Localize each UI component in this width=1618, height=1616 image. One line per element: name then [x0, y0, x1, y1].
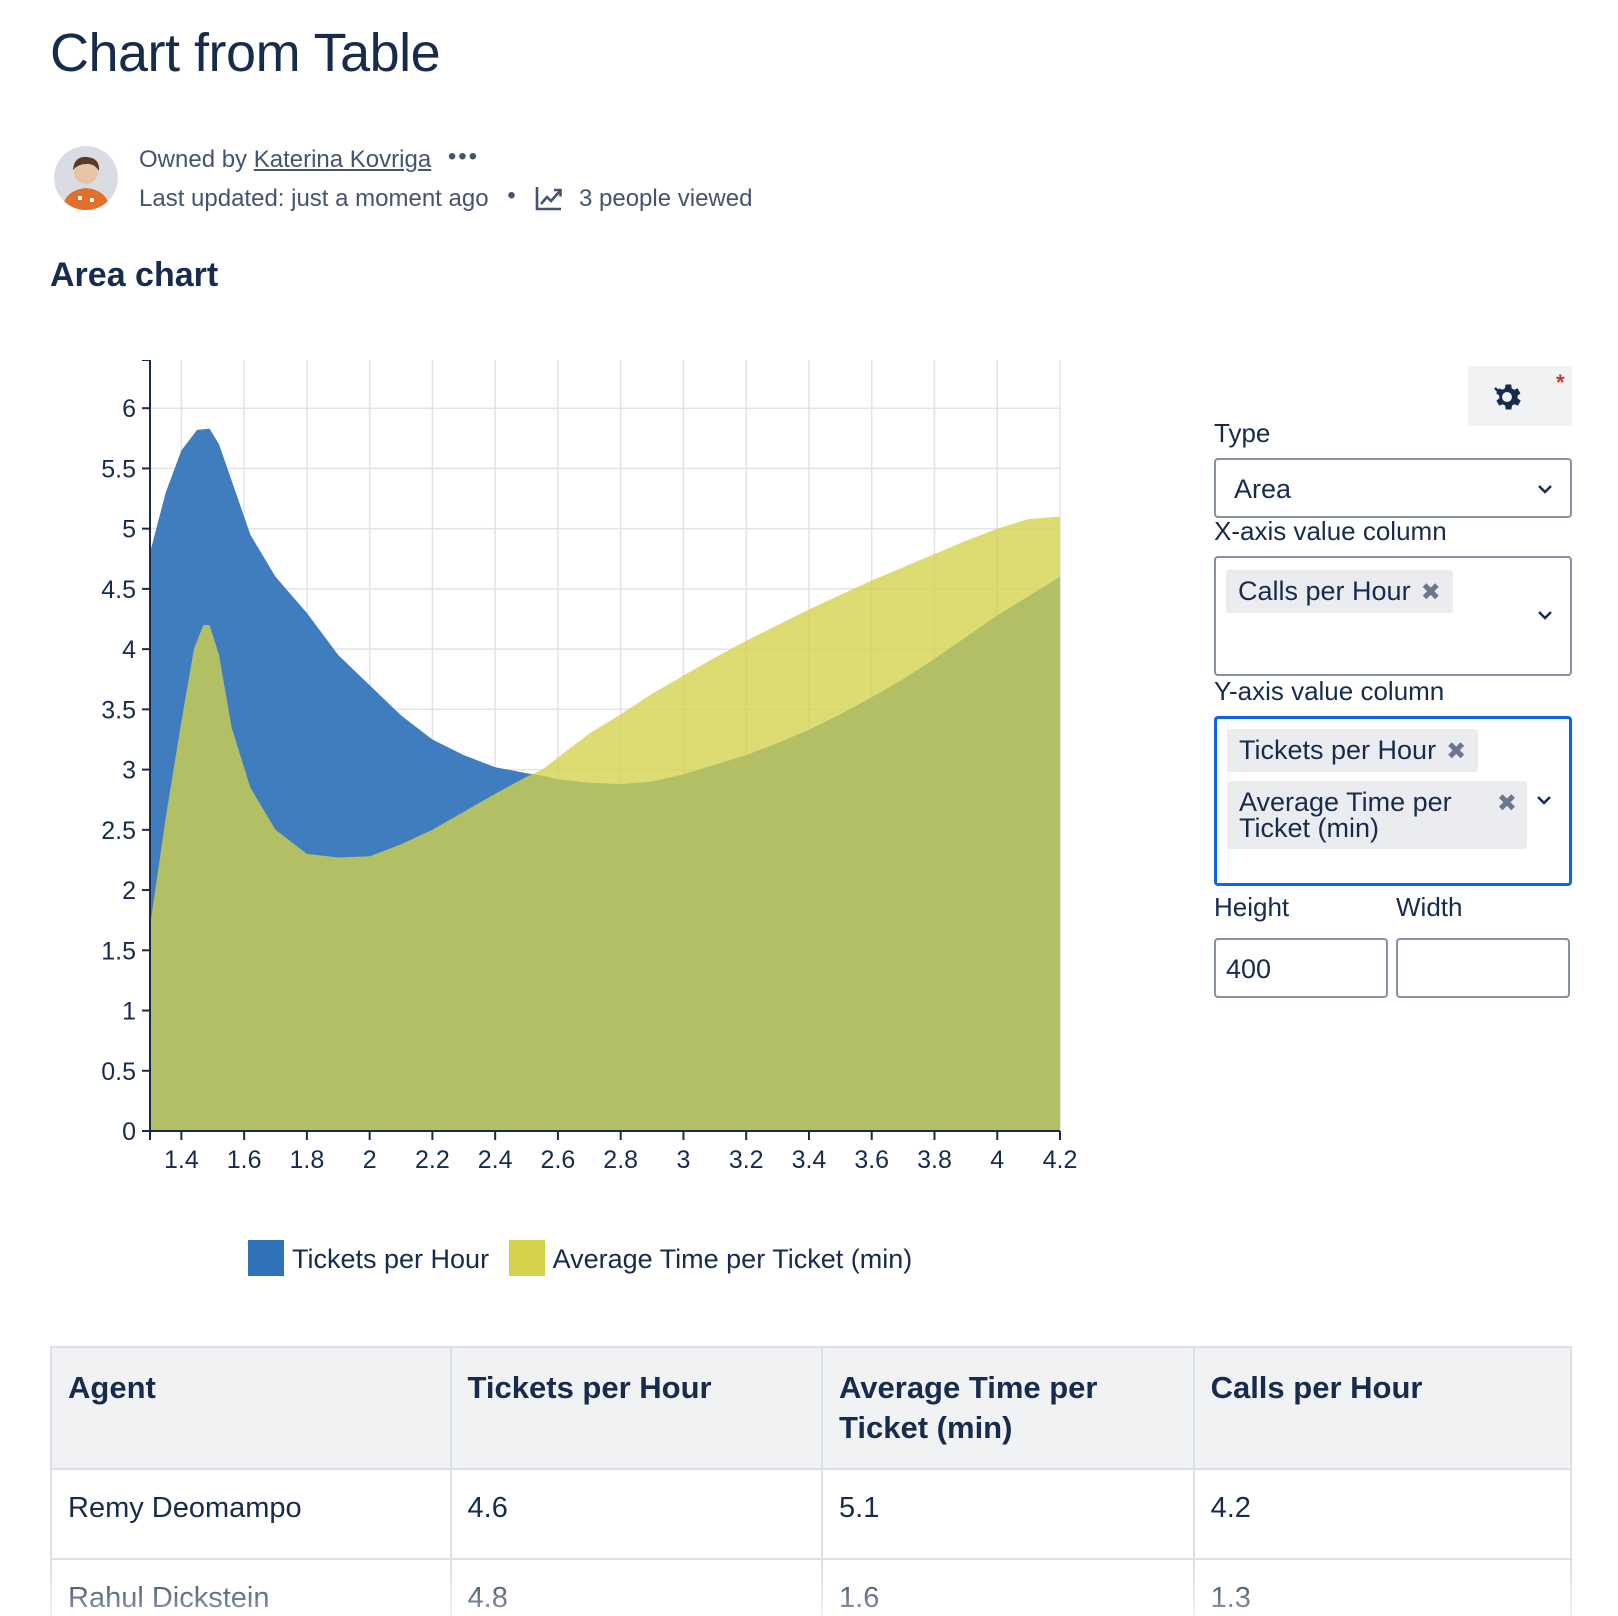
data-table: Agent Tickets per Hour Average Time per … [50, 1346, 1573, 1616]
views-count[interactable]: 3 people viewed [578, 185, 753, 212]
x-tick-label: 2 [363, 1146, 377, 1174]
type-select-value: Area [1234, 474, 1292, 504]
y-tick-label: 0 [122, 1118, 136, 1146]
owned-by-label: Owned by [139, 146, 248, 173]
y-tick-label: 5 [122, 516, 136, 544]
required-asterisk: * [1556, 370, 1565, 395]
legend-label: Average Time per Ticket (min) [552, 1244, 913, 1274]
y-tick-label: 1.5 [101, 937, 136, 965]
x-tick-label: 4 [990, 1146, 1004, 1174]
y-axis-label: Y-axis value column [1214, 676, 1445, 706]
y-tick-label: 3 [122, 757, 136, 785]
column-header: Tickets per Hour [449, 1346, 824, 1470]
more-horizontal-icon[interactable]: ••• [447, 143, 480, 170]
table-cell[interactable]: 4.8 [449, 1558, 824, 1616]
table-header-row: Agent Tickets per Hour Average Time per … [50, 1346, 1573, 1470]
settings-button[interactable]: * [1468, 366, 1572, 426]
tag-label: Calls per Hour [1238, 576, 1411, 606]
legend-swatch [248, 1240, 284, 1276]
tag-label: Average Time per Ticket (min) [1239, 787, 1452, 843]
x-axis-tag: Calls per Hour ✖ [1226, 570, 1453, 613]
x-tick-label: 3.2 [729, 1146, 764, 1174]
table-cell[interactable]: Rahul Dickstein [50, 1558, 452, 1616]
table-row: Rahul Dickstein 4.8 1.6 1.3 [50, 1558, 1573, 1616]
x-tick-label: 3.8 [917, 1146, 952, 1174]
y-tick-label: 0.5 [101, 1058, 136, 1086]
remove-tag-icon[interactable]: ✖ [1446, 738, 1467, 765]
last-updated: Last updated: just a moment ago [139, 185, 489, 212]
table-cell[interactable]: Remy Deomampo [50, 1468, 452, 1560]
y-tick-label: 2 [122, 877, 136, 905]
type-label: Type [1214, 418, 1271, 448]
remove-tag-icon[interactable]: ✖ [1420, 579, 1441, 606]
y-axis-tag: Tickets per Hour ✖ [1227, 729, 1479, 772]
y-tick-label: 2.5 [101, 817, 136, 845]
y-tick-label: 1 [122, 998, 136, 1026]
legend-item-average-time[interactable]: Average Time per Ticket (min) [508, 1240, 913, 1276]
y-axis-select[interactable]: Tickets per Hour ✖ Average Time per Ticke… [1214, 716, 1572, 886]
x-axis-select[interactable]: Calls per Hour ✖ [1214, 556, 1572, 676]
table-cell[interactable]: 4.6 [449, 1468, 824, 1560]
x-tick-label: 4.2 [1043, 1146, 1078, 1174]
table-cell[interactable]: 1.6 [821, 1558, 1195, 1616]
column-header: Calls per Hour [1192, 1346, 1573, 1470]
column-header: Agent [50, 1346, 452, 1470]
width-input[interactable] [1396, 938, 1570, 998]
type-select[interactable]: Area [1214, 458, 1572, 518]
x-tick-label: 2.8 [603, 1146, 638, 1174]
x-tick-label: 1.8 [290, 1146, 325, 1174]
chevron-down-icon [1538, 485, 1552, 494]
owner-link[interactable]: Katerina Kovriga [253, 146, 432, 173]
legend-swatch [508, 1240, 545, 1276]
x-tick-label: 3 [676, 1146, 690, 1174]
separator-dot: • [507, 182, 516, 209]
y-tick-label: 6 [122, 395, 136, 423]
width-label: Width [1396, 892, 1463, 922]
x-tick-label: 3.4 [792, 1146, 827, 1174]
analytics-trend-icon[interactable] [534, 184, 564, 212]
x-axis-label: X-axis value column [1214, 516, 1447, 546]
area-series-average-time-per-ticket [150, 516, 1060, 1131]
table-cell[interactable]: 4.2 [1192, 1468, 1573, 1560]
chart-config-panel: * Type Area X-axis value column Calls pe… [1214, 366, 1572, 1006]
avatar[interactable] [54, 146, 118, 210]
chart-legend: Tickets per Hour Average Time per Ticket… [248, 1240, 924, 1280]
y-tick-label: 4 [122, 636, 136, 664]
tag-label: Tickets per Hour [1239, 735, 1437, 765]
legend-item-tickets[interactable]: Tickets per Hour [248, 1240, 489, 1276]
chevron-down-icon [1537, 796, 1551, 805]
y-tick-label: 4.5 [101, 576, 136, 604]
x-tick-label: 1.4 [164, 1146, 199, 1174]
column-header: Average Time per Ticket (min) [821, 1346, 1195, 1470]
table-cell[interactable]: 1.3 [1192, 1558, 1573, 1616]
chevron-down-icon [1538, 611, 1552, 620]
section-heading: Area chart [50, 256, 219, 294]
gear-icon [1496, 384, 1521, 410]
height-input[interactable]: 400 [1214, 938, 1388, 998]
x-tick-label: 1.6 [227, 1146, 262, 1174]
y-tick-label: 5.5 [101, 455, 136, 483]
chevron-down-icon [1494, 387, 1508, 396]
y-tick-label: 3.5 [101, 696, 136, 724]
x-tick-label: 3.6 [854, 1146, 889, 1174]
remove-tag-icon[interactable]: ✖ [1496, 790, 1517, 817]
page-title: Chart from Table [50, 23, 441, 83]
x-tick-label: 2.2 [415, 1146, 450, 1174]
table-row: Remy Deomampo 4.6 5.1 4.2 [50, 1468, 1573, 1560]
y-axis-tag: Average Time per Ticket (min) ✖ [1227, 781, 1527, 849]
area-chart: 0 0.5 1 1.5 2 2.5 3 3.5 4 4.5 5 5.5 6 1.4 1.6 1.8 2 2.2 2.… [70, 359, 1110, 1300]
chart-svg: 0 0.5 1 1.5 2 2.5 3 3.5 4 4.5 5 5.5 6 1.4 1.6 1.8 2 2.2 2.… [101, 359, 1078, 1174]
table-cell[interactable]: 5.1 [821, 1468, 1195, 1560]
x-tick-label: 2.4 [478, 1146, 513, 1174]
x-tick-label: 2.6 [541, 1146, 576, 1174]
legend-label: Tickets per Hour [292, 1244, 490, 1274]
height-label: Height [1214, 892, 1290, 922]
